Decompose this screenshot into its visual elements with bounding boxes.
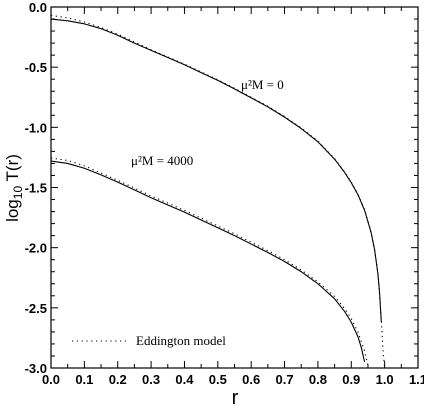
x-tick-label: 0.4: [175, 372, 194, 387]
y-axis-title-sub: 10: [11, 186, 25, 200]
y-tick-labels: 0.0 -0.5 -1.0 -1.5 -2.0 -2.5 -3.0: [25, 0, 47, 376]
x-tick-label: 0.3: [142, 372, 160, 387]
y-tick-label: -2.0: [25, 241, 47, 256]
legend-label: Eddington model: [136, 333, 226, 348]
x-tick-label: 0.0: [42, 372, 60, 387]
x-tick-label: 1.0: [376, 372, 394, 387]
y-tick-label: 0.0: [29, 0, 47, 15]
x-tick-label: 0.1: [75, 372, 93, 387]
y-axis-title-main: log: [3, 199, 22, 222]
model-line-0: [50, 18, 382, 323]
x-tick-label: 0.6: [242, 372, 260, 387]
y-tick-label: -1.5: [25, 181, 47, 196]
x-tick-label: 0.9: [342, 372, 360, 387]
y-tick-label: -0.5: [25, 60, 47, 75]
y-axis-title: log10 T(r): [3, 154, 25, 222]
series-layer: [50, 14, 386, 369]
y-tick-label: -1.0: [25, 120, 47, 135]
eddington-model-line-1: [50, 14, 386, 369]
y-axis-title-rest: T(r): [3, 154, 22, 186]
y-tick-label: -3.0: [25, 361, 47, 376]
x-tick-label: 0.2: [109, 372, 127, 387]
x-tick-label: 0.8: [309, 372, 327, 387]
plot-frame: [50, 6, 419, 369]
x-tick-label: 0.5: [209, 372, 227, 387]
axis-ticks: [50, 6, 419, 369]
annotation-mu0: μ²M = 0: [241, 77, 284, 92]
annotation-mu4000: μ²M = 4000: [131, 153, 193, 168]
x-tick-label: 1.1: [409, 372, 424, 387]
legend: Eddington model: [72, 333, 226, 348]
x-axis-title: r: [232, 387, 239, 409]
x-tick-label: 0.7: [276, 372, 294, 387]
x-tick-labels: 0.0 0.1 0.2 0.3 0.4 0.5 0.6 0.7 0.8 0.9 1.0 1.1: [42, 372, 424, 387]
y-tick-label: -2.5: [25, 301, 47, 316]
model-line-2: [50, 160, 366, 363]
